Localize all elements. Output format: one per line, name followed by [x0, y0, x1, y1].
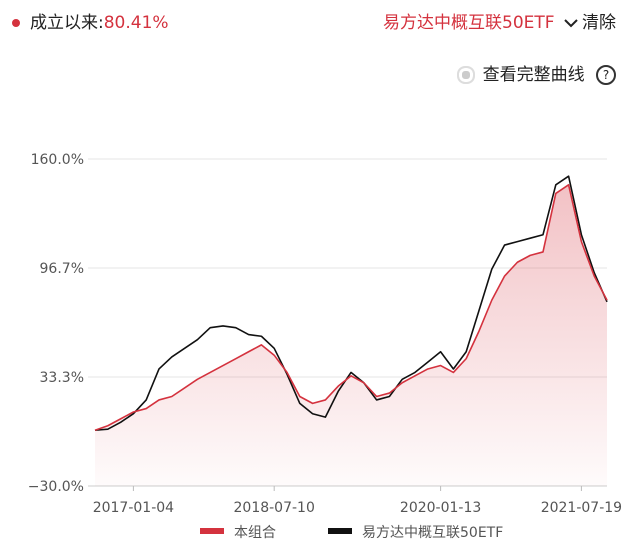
legend-label: 本组合 — [234, 525, 276, 541]
legend-label: 易方达中概互联50ETF — [362, 525, 503, 541]
x-tick-label: 2021-07-19 — [541, 500, 622, 516]
full-curve-toggle[interactable]: 查看完整曲线 ? — [456, 60, 616, 85]
dot — [12, 19, 20, 27]
legend-swatch — [200, 528, 224, 534]
y-tick-label: 160.0% — [31, 152, 84, 168]
chevron — [564, 19, 578, 28]
y-tick-label: −30.0% — [28, 479, 84, 495]
help-icon[interactable]: ? — [596, 65, 616, 85]
x-tick-label: 2018-07-10 — [234, 500, 315, 516]
x-tick-label: 2020-01-13 — [400, 500, 481, 516]
y-tick-label: 33.3% — [40, 370, 84, 386]
y-tick-label: 96.7% — [40, 261, 84, 277]
fund-selector[interactable]: 易方达中概互联50ETF 清除 — [383, 8, 616, 33]
return-summary: 成立以来:80.41% — [12, 8, 169, 33]
return-value: 80.41% — [103, 13, 169, 33]
x-tick-label: 2017-01-04 — [93, 500, 174, 516]
fund-name[interactable]: 易方达中概互联50ETF — [383, 13, 555, 33]
area — [95, 184, 607, 486]
toggle-label[interactable]: 查看完整曲线 — [482, 65, 585, 85]
series-line — [94, 175, 608, 432]
legend-swatch — [328, 528, 352, 534]
clear-button[interactable]: 清除 — [582, 13, 616, 33]
status-label: 成立以来: — [30, 13, 104, 33]
series-line — [94, 184, 608, 431]
radio[interactable] — [456, 66, 475, 84]
